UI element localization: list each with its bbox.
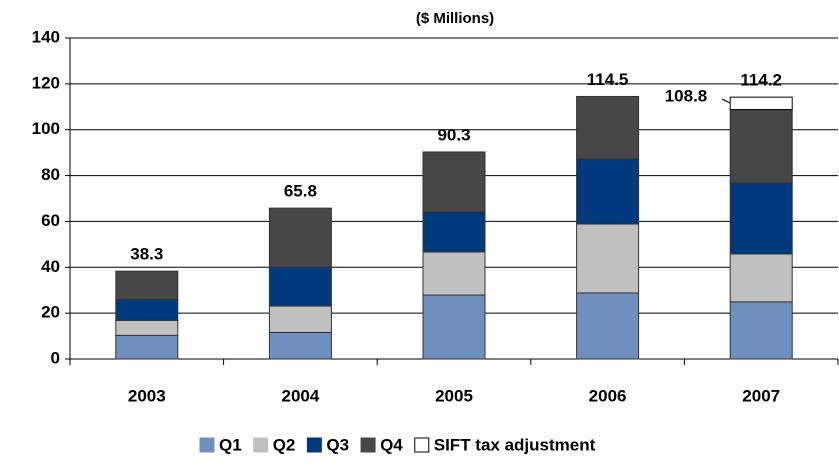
bar-segment — [576, 95, 640, 160]
y-tick-label: 140 — [32, 27, 60, 46]
bar-segment — [729, 182, 793, 255]
y-tick-label: 0 — [51, 348, 60, 367]
y-tick-label: 40 — [41, 257, 60, 276]
bar-segment — [422, 294, 486, 360]
bar-segment — [729, 253, 793, 303]
y-tick-label: 100 — [32, 119, 60, 138]
x-tick-label: 2003 — [128, 386, 166, 405]
bar-segment — [576, 223, 640, 294]
total-label: 114.5 — [587, 70, 629, 89]
y-tick-label: 60 — [41, 211, 60, 230]
total-label: 90.3 — [437, 125, 470, 144]
chart-title: ($ Millions) — [416, 10, 494, 27]
legend-label: Q2 — [273, 435, 296, 454]
x-tick-label: 2006 — [589, 386, 627, 405]
bar-segment — [729, 96, 793, 111]
x-tick-label: 2007 — [742, 386, 780, 405]
legend-swatch — [199, 437, 215, 453]
bar-segment — [268, 331, 332, 360]
total-label: 65.8 — [284, 182, 317, 201]
y-tick-label: 80 — [41, 165, 60, 184]
y-tick-label: 120 — [32, 73, 60, 92]
legend-swatch — [360, 437, 376, 453]
annotation: 108.8 — [665, 86, 708, 105]
bar-segment — [115, 334, 179, 360]
legend-label: Q3 — [326, 435, 349, 454]
bar-segment — [268, 207, 332, 268]
bar-segment — [422, 151, 486, 213]
bar-segment — [729, 301, 793, 360]
bar-segment — [115, 319, 179, 336]
bar-segment — [268, 305, 332, 333]
y-tick-label: 20 — [41, 303, 60, 322]
bar-segment — [576, 158, 640, 225]
total-label: 38.3 — [130, 245, 163, 264]
bar-segment — [115, 270, 179, 300]
x-tick-label: 2004 — [281, 386, 319, 405]
total-label: 114.2 — [740, 71, 782, 90]
legend-swatch — [414, 437, 430, 453]
x-tick-label: 2005 — [435, 386, 473, 405]
bar-segment — [422, 211, 486, 253]
legend-swatch — [306, 437, 322, 453]
bar-segment — [729, 109, 793, 184]
legend-swatch — [253, 437, 269, 453]
legend-label: SIFT tax adjustment — [434, 435, 596, 454]
legend-label: Q4 — [380, 435, 403, 454]
bar-segment — [422, 251, 486, 296]
legend-label: Q1 — [219, 435, 242, 454]
bar-segment — [268, 266, 332, 307]
bar-segment — [115, 298, 179, 321]
bar-segment — [576, 292, 640, 360]
